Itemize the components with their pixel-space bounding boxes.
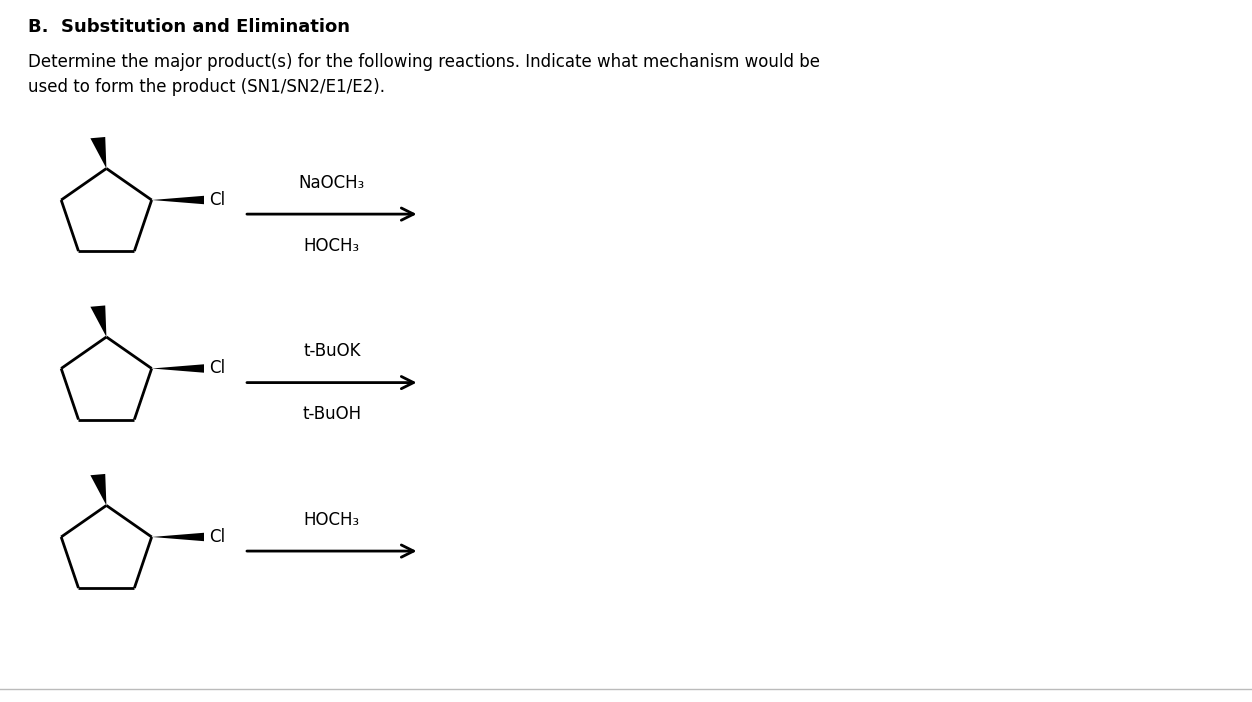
Polygon shape — [151, 364, 204, 373]
Polygon shape — [90, 305, 106, 337]
Text: HOCH₃: HOCH₃ — [304, 510, 359, 529]
Text: Cl: Cl — [209, 359, 225, 378]
Text: Cl: Cl — [209, 528, 225, 546]
Text: t-BuOH: t-BuOH — [302, 405, 362, 423]
Polygon shape — [151, 533, 204, 541]
Text: t-BuOK: t-BuOK — [303, 342, 361, 360]
Polygon shape — [151, 196, 204, 204]
Text: NaOCH₃: NaOCH₃ — [299, 173, 364, 192]
Polygon shape — [90, 137, 106, 168]
Polygon shape — [90, 474, 106, 505]
Text: Cl: Cl — [209, 191, 225, 209]
Text: B.  Substitution and Elimination: B. Substitution and Elimination — [28, 18, 349, 36]
Text: HOCH₃: HOCH₃ — [304, 237, 359, 255]
Text: Determine the major product(s) for the following reactions. Indicate what mechan: Determine the major product(s) for the f… — [28, 53, 820, 95]
